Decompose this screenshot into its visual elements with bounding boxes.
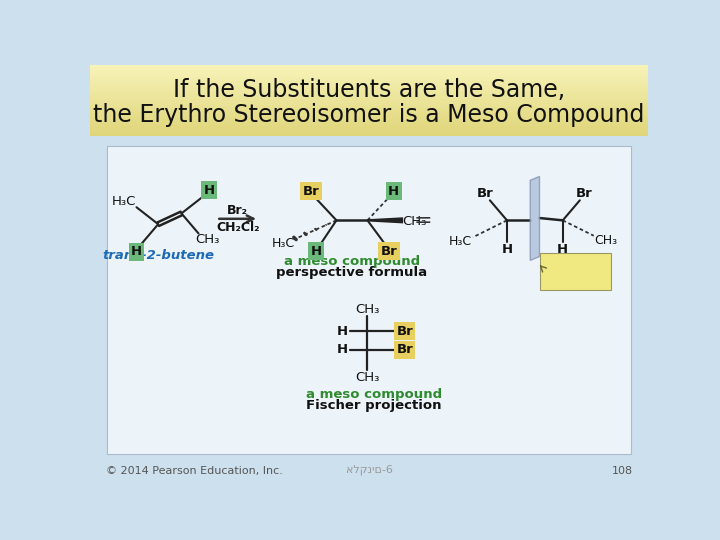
Bar (90, 133, 648, 136)
Text: H₃C: H₃C (449, 235, 472, 248)
Text: a meso compound: a meso compound (284, 255, 420, 268)
Text: H: H (337, 325, 348, 338)
Bar (90, 100, 648, 103)
Bar (90, 93, 648, 96)
Bar (90, 70, 648, 72)
Bar (90, 74, 648, 77)
Text: Br: Br (477, 187, 494, 200)
Text: CH₃: CH₃ (196, 233, 220, 246)
Text: trans-2-butene: trans-2-butene (102, 249, 215, 262)
FancyBboxPatch shape (539, 253, 611, 289)
Text: H₃C: H₃C (112, 194, 136, 207)
Bar (90, 105, 648, 107)
FancyBboxPatch shape (107, 146, 631, 454)
Text: H: H (204, 184, 215, 197)
Text: CH₃: CH₃ (595, 234, 618, 247)
Bar (90, 114, 648, 117)
Text: Br: Br (576, 187, 593, 200)
Bar (90, 82, 648, 84)
Text: H₃C: H₃C (272, 237, 295, 250)
Polygon shape (530, 177, 539, 260)
Bar (90, 103, 648, 105)
Text: Fischer projection: Fischer projection (306, 400, 441, 413)
Text: CH₃: CH₃ (355, 371, 379, 384)
Bar (90, 91, 648, 93)
Bar (90, 126, 648, 129)
Bar (90, 117, 648, 119)
Text: If the Substituents are the Same,: If the Substituents are the Same, (173, 78, 565, 102)
Text: אלקנים-6: אלקנים-6 (346, 464, 392, 475)
Text: the Erythro Stereoisomer is a Meso Compound: the Erythro Stereoisomer is a Meso Compo… (94, 103, 644, 127)
Bar (90, 79, 648, 82)
Bar (90, 89, 648, 91)
Text: Br₂: Br₂ (227, 204, 248, 217)
Bar (90, 98, 648, 100)
Text: H: H (388, 185, 400, 198)
Text: CH₃: CH₃ (402, 214, 426, 228)
Text: © 2014 Pearson Education, Inc.: © 2014 Pearson Education, Inc. (106, 467, 282, 476)
Bar (90, 72, 648, 75)
Text: symmetry: symmetry (546, 271, 606, 284)
Bar (90, 119, 648, 122)
Text: H: H (131, 245, 142, 259)
Text: Br: Br (396, 343, 413, 356)
Bar (90, 84, 648, 86)
Text: plane of: plane of (552, 259, 600, 272)
Bar (90, 77, 648, 79)
Bar (90, 129, 648, 131)
Text: H: H (311, 245, 322, 258)
Bar (90, 96, 648, 98)
Text: H: H (337, 343, 348, 356)
Text: CH₃: CH₃ (355, 303, 379, 316)
Bar (90, 65, 648, 68)
Bar (90, 122, 648, 124)
Text: Br: Br (396, 325, 413, 338)
Bar (90, 67, 648, 70)
Bar (90, 86, 648, 89)
Text: a meso compound: a meso compound (305, 388, 441, 401)
Text: Br: Br (381, 245, 397, 258)
Bar (90, 112, 648, 115)
Bar (90, 124, 648, 126)
Polygon shape (367, 217, 403, 224)
Bar (90, 131, 648, 134)
Text: Br: Br (302, 185, 319, 198)
Text: H: H (501, 243, 513, 256)
Text: perspective formula: perspective formula (276, 266, 428, 279)
Text: H: H (557, 243, 568, 256)
Text: 108: 108 (611, 467, 632, 476)
Text: =: = (414, 211, 433, 231)
Text: CH₂Cl₂: CH₂Cl₂ (216, 221, 259, 234)
Bar (90, 110, 648, 112)
Bar (90, 107, 648, 110)
